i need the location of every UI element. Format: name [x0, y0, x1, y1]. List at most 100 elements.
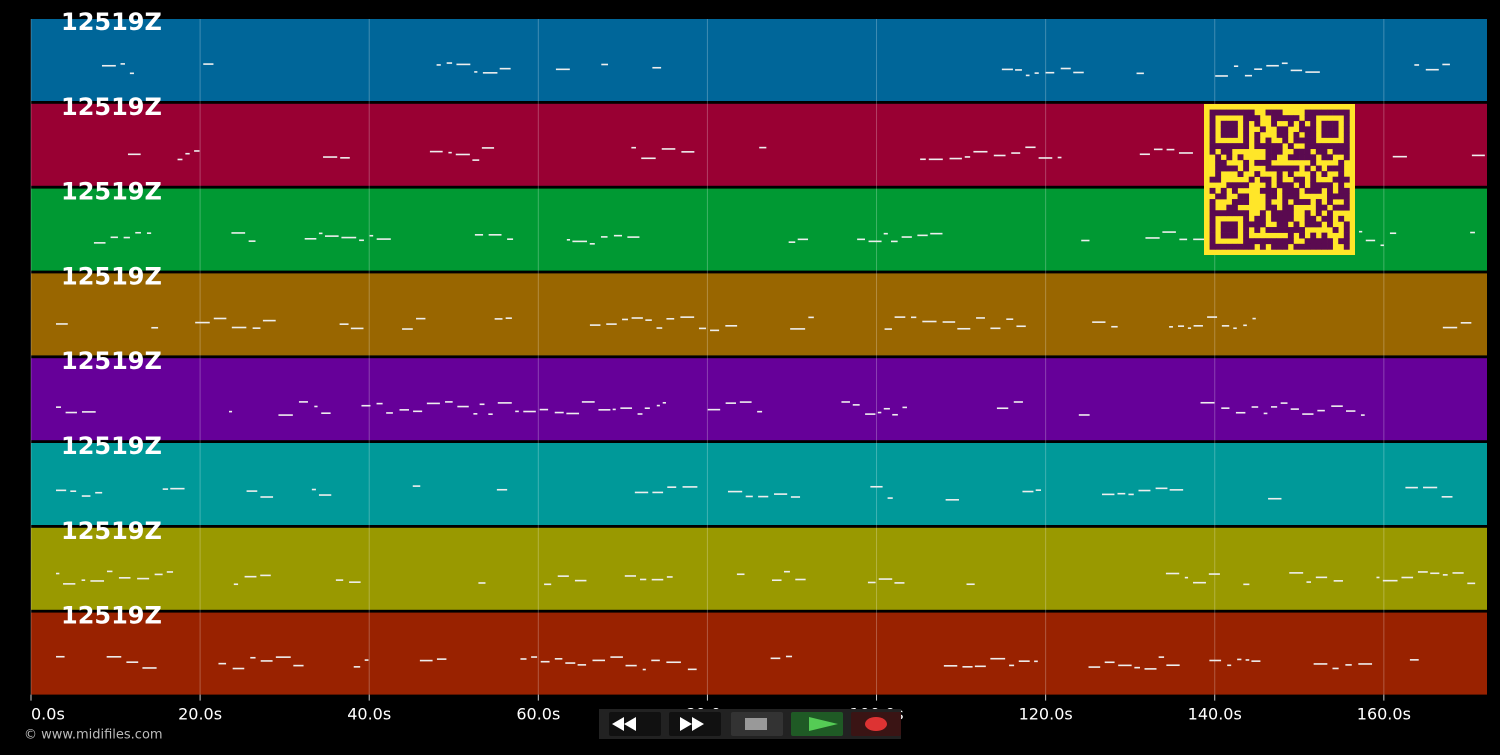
- qr-module: [1248, 176, 1255, 183]
- note: [1166, 148, 1175, 151]
- note: [1317, 409, 1325, 412]
- note: [1118, 664, 1132, 667]
- note: [231, 232, 246, 234]
- qr-module: [1293, 193, 1300, 200]
- note: [1138, 489, 1151, 492]
- qr-module: [1321, 182, 1328, 189]
- note: [661, 148, 676, 150]
- note: [710, 329, 720, 332]
- note: [246, 490, 258, 492]
- note: [949, 157, 962, 160]
- note: [496, 488, 508, 491]
- qr-module: [1282, 193, 1289, 200]
- qr-module: [1215, 171, 1222, 178]
- x-tick-label: 0.0s: [31, 705, 65, 724]
- qr-module: [1248, 221, 1255, 228]
- note: [314, 405, 318, 408]
- note: [1305, 71, 1320, 73]
- stop-button[interactable]: [731, 712, 783, 736]
- qr-module: [1231, 182, 1238, 189]
- qr-module: [1215, 193, 1222, 200]
- record-button[interactable]: [851, 712, 901, 736]
- note: [1139, 153, 1150, 156]
- note: [166, 571, 174, 573]
- note: [1266, 64, 1279, 67]
- track-label: 12519Z: [61, 262, 162, 290]
- qr-module: [1293, 199, 1300, 205]
- note: [1006, 318, 1014, 320]
- qr-module: [1293, 227, 1300, 233]
- qr-module: [1327, 199, 1333, 205]
- note: [1360, 414, 1365, 416]
- qr-module: [1265, 165, 1272, 172]
- qr-module: [1220, 159, 1227, 166]
- note: [1169, 489, 1184, 491]
- qr-module: [1282, 243, 1289, 250]
- note: [1081, 239, 1090, 242]
- qr-module: [1282, 221, 1289, 228]
- qr-module: [1220, 243, 1227, 250]
- note: [1280, 402, 1288, 404]
- note: [662, 401, 666, 404]
- note: [1252, 317, 1256, 320]
- qr-module: [1343, 154, 1350, 161]
- qr-module: [1327, 182, 1333, 189]
- note: [745, 495, 753, 498]
- qr-module: [1248, 238, 1255, 245]
- qr-module: [1259, 176, 1266, 183]
- note: [137, 577, 150, 580]
- note: [1221, 407, 1230, 409]
- rewind-button[interactable]: [609, 712, 661, 736]
- note: [1254, 68, 1263, 70]
- note: [652, 66, 662, 69]
- note: [771, 579, 782, 582]
- qr-module: [1304, 148, 1311, 155]
- qr-module: [1327, 109, 1333, 116]
- qr-module: [1343, 232, 1350, 239]
- note: [644, 407, 650, 410]
- note: [250, 656, 256, 659]
- note: [194, 150, 200, 152]
- note: [1001, 68, 1013, 71]
- qr-module: [1315, 148, 1322, 155]
- play-button[interactable]: [791, 712, 843, 736]
- note: [1417, 571, 1428, 573]
- note: [1179, 238, 1188, 241]
- qr-module: [1327, 120, 1333, 127]
- qr-module: [1265, 109, 1272, 116]
- forward-icon: [680, 717, 704, 731]
- note: [682, 486, 698, 488]
- qr-module: [1293, 131, 1300, 138]
- qr-module: [1310, 182, 1317, 189]
- qr-module: [1304, 137, 1311, 144]
- note: [1425, 68, 1439, 71]
- note: [656, 404, 660, 407]
- note: [1166, 664, 1180, 667]
- qr-module: [1226, 120, 1233, 127]
- qr-module: [1215, 143, 1222, 150]
- note: [666, 576, 673, 578]
- note: [841, 401, 850, 403]
- note: [964, 156, 971, 158]
- note: [1441, 496, 1453, 498]
- note: [606, 323, 617, 325]
- note: [399, 409, 409, 411]
- qr-module: [1237, 143, 1244, 150]
- note: [298, 401, 308, 403]
- forward-button[interactable]: [669, 712, 721, 736]
- note: [557, 575, 569, 577]
- qr-module: [1282, 187, 1289, 194]
- note: [990, 657, 1006, 660]
- qr-module: [1338, 215, 1345, 222]
- note: [304, 237, 317, 240]
- qr-module: [1209, 221, 1216, 228]
- note: [667, 486, 677, 488]
- qr-module: [1299, 227, 1305, 233]
- qr-module: [1271, 204, 1278, 211]
- qr-module: [1220, 131, 1227, 138]
- qr-module: [1338, 165, 1345, 172]
- qr-module: [1321, 215, 1328, 222]
- note: [323, 156, 338, 158]
- qr-module: [1327, 215, 1333, 222]
- qr-module: [1338, 204, 1345, 211]
